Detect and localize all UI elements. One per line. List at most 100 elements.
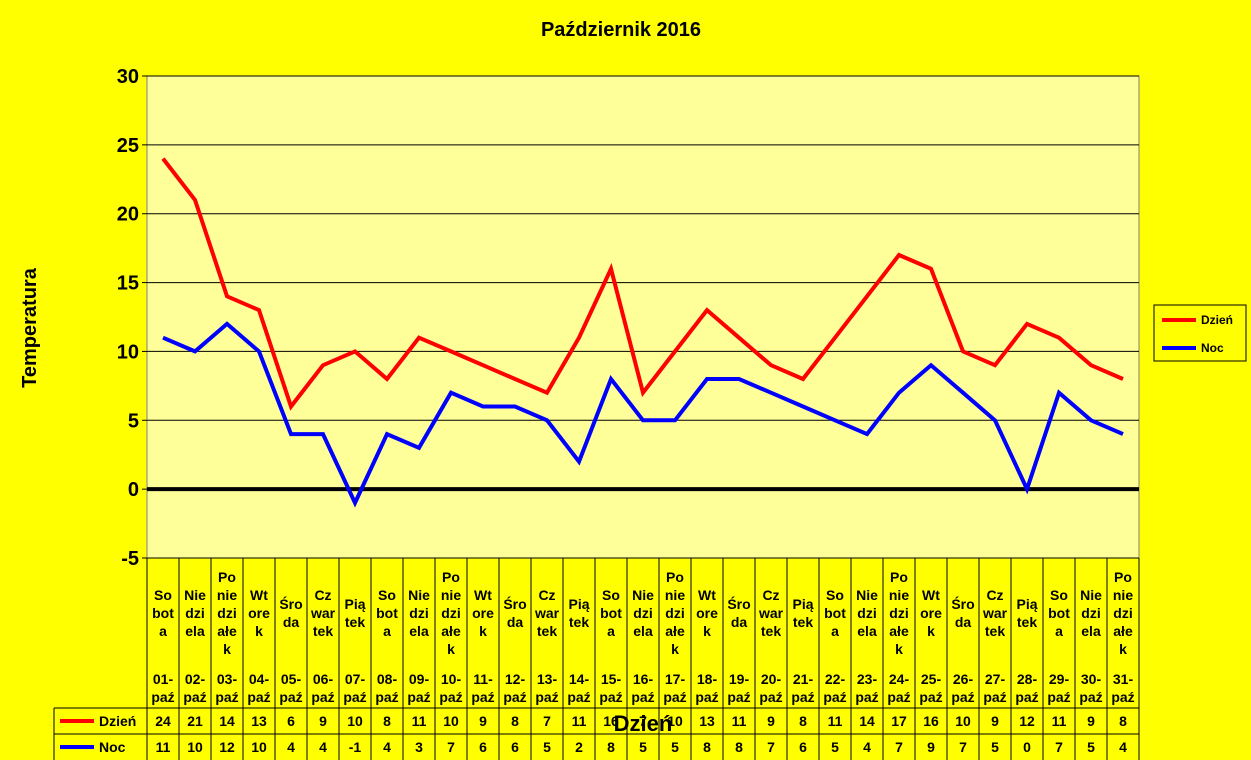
table-value-cell: 6 — [511, 739, 519, 755]
table-value-cell: 7 — [959, 739, 967, 755]
series-line-noc — [162, 321, 1124, 508]
legend: Dzień Noc — [1153, 304, 1247, 362]
ytick-label-20: 20 — [117, 204, 139, 226]
table-value-cell: 14 — [859, 713, 875, 729]
table-value-cell: 10 — [443, 713, 459, 729]
category-date-label: 13-paź — [535, 671, 558, 705]
category-date-label: 01-paź — [151, 671, 174, 705]
table-value-cell: 9 — [1087, 713, 1095, 729]
table-value-cell: 5 — [1087, 739, 1095, 755]
table-value-cell: 8 — [383, 713, 391, 729]
table-value-cell: 13 — [699, 713, 715, 729]
table-value-cell: 11 — [1052, 713, 1067, 729]
category-day-label: Śro da — [727, 595, 750, 630]
category-date-label: 16-paź — [631, 671, 654, 705]
table-value-cell: 11 — [732, 713, 747, 729]
table-value-cell: 6 — [479, 739, 487, 755]
category-day-label: Cz war tek — [982, 587, 1008, 639]
ytick-label--5: -5 — [121, 548, 139, 570]
table-value-cell: 0 — [1023, 739, 1031, 755]
category-day-label: So bot a — [152, 587, 174, 639]
category-day-label: Cz war tek — [310, 587, 336, 639]
table-value-cell: 7 — [895, 739, 903, 755]
category-date-label: 07-paź — [343, 671, 366, 705]
table-value-cell: 11 — [156, 739, 171, 755]
table-value-cell: 4 — [1119, 739, 1127, 755]
category-date-label: 20-paź — [759, 671, 782, 705]
category-date-label: 11-paź — [471, 671, 494, 705]
category-date-label: 09-paź — [407, 671, 430, 705]
category-date-label: 27-paź — [983, 671, 1006, 705]
table-value-cell: 5 — [991, 739, 999, 755]
category-day-label: Po nie dzi ałe k — [1113, 569, 1133, 657]
category-date-label: 08-paź — [375, 671, 398, 705]
table-value-cell: 4 — [319, 739, 327, 755]
table-value-cell: 9 — [479, 713, 487, 729]
table-value-cell: 13 — [251, 713, 267, 729]
table-value-cell: 7 — [1055, 739, 1063, 755]
table-series-name: Noc — [99, 739, 126, 755]
table-value-cell: 9 — [991, 713, 999, 729]
ytick-label-10: 10 — [117, 341, 139, 363]
table-value-cell: 8 — [703, 739, 711, 755]
legend-box — [1153, 304, 1247, 362]
category-day-label: Pią tek — [1016, 596, 1037, 630]
category-date-label: 30-paź — [1079, 671, 1102, 705]
category-date-label: 23-paź — [855, 671, 878, 705]
table-value-cell: 9 — [319, 713, 327, 729]
table-value-cell: 8 — [735, 739, 743, 755]
table-value-cell: 12 — [1019, 713, 1035, 729]
category-date-label: 29-paź — [1047, 671, 1070, 705]
category-date-label: 03-paź — [215, 671, 238, 705]
category-day-label: Po nie dzi ałe k — [217, 569, 237, 657]
table-value-cell: 12 — [219, 739, 235, 755]
table-value-cell: 21 — [187, 713, 203, 729]
category-date-label: 02-paź — [183, 671, 206, 705]
table-value-cell: -1 — [349, 739, 362, 755]
category-day-label: So bot a — [376, 587, 398, 639]
category-date-label: 10-paź — [439, 671, 462, 705]
category-date-label: 28-paź — [1015, 671, 1038, 705]
table-value-cell: 14 — [219, 713, 235, 729]
table-value-cell: 16 — [923, 713, 939, 729]
y-axis-ticks: -5 0 5 10 15 20 25 30 — [117, 66, 147, 570]
category-day-label: Po nie dzi ałe k — [889, 569, 909, 657]
category-date-label: 15-paź — [599, 671, 622, 705]
category-day-label: Wt ore k — [472, 587, 494, 639]
category-day-label: So bot a — [600, 587, 622, 639]
category-date-label: 18-paź — [695, 671, 718, 705]
table-value-cell: 10 — [955, 713, 971, 729]
x-axis-label: Dzień — [614, 711, 673, 736]
table-value-cell: 8 — [607, 739, 615, 755]
table-value-cell: 10 — [347, 713, 363, 729]
category-day-label: Śro da — [503, 595, 526, 630]
table-value-cell: 24 — [155, 713, 171, 729]
table-value-cell: 6 — [799, 739, 807, 755]
category-day-label: Śro da — [279, 595, 302, 630]
category-day-label: Śro da — [951, 595, 974, 630]
table-series-name: Dzień — [99, 713, 136, 729]
table-value-cell: 7 — [767, 739, 775, 755]
table-value-cell: 16 — [603, 713, 619, 729]
table-value-cell: 10 — [251, 739, 267, 755]
series-line-dzien — [161, 157, 1124, 411]
category-day-label: Nie dzi ela — [408, 587, 430, 639]
table-value-cell: 4 — [383, 739, 391, 755]
category-day-label: Wt ore k — [696, 587, 718, 639]
table-value-cell: 11 — [828, 713, 843, 729]
table-value-cell: 9 — [927, 739, 935, 755]
chart-title: Październik 2016 — [541, 19, 701, 41]
table-value-cell: 7 — [543, 713, 551, 729]
category-date-label: 05-paź — [279, 671, 302, 705]
table-value-cell: 5 — [831, 739, 839, 755]
table-value-cell: 8 — [1119, 713, 1127, 729]
table-value-cell: 7 — [447, 739, 455, 755]
category-date-label: 25-paź — [919, 671, 942, 705]
ytick-label-30: 30 — [117, 66, 139, 88]
category-day-label: Pią tek — [792, 596, 813, 630]
table-value-cell: 6 — [287, 713, 295, 729]
table-value-cell: 17 — [891, 713, 907, 729]
category-day-label: Nie dzi ela — [632, 587, 654, 639]
table-value-cell: 5 — [671, 739, 679, 755]
category-day-label: Nie dzi ela — [1080, 587, 1102, 639]
